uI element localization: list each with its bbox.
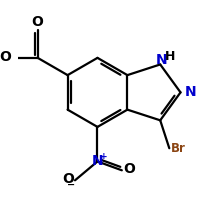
Text: N: N <box>92 154 103 168</box>
Text: O: O <box>62 172 74 186</box>
Text: N: N <box>185 85 197 99</box>
Text: H: H <box>165 50 175 63</box>
Text: O: O <box>32 15 44 29</box>
Text: Br: Br <box>171 142 186 155</box>
Text: O: O <box>123 162 135 176</box>
Text: +: + <box>100 152 108 161</box>
Text: O: O <box>0 50 11 64</box>
Text: N: N <box>156 53 168 67</box>
Text: −: − <box>67 180 75 190</box>
